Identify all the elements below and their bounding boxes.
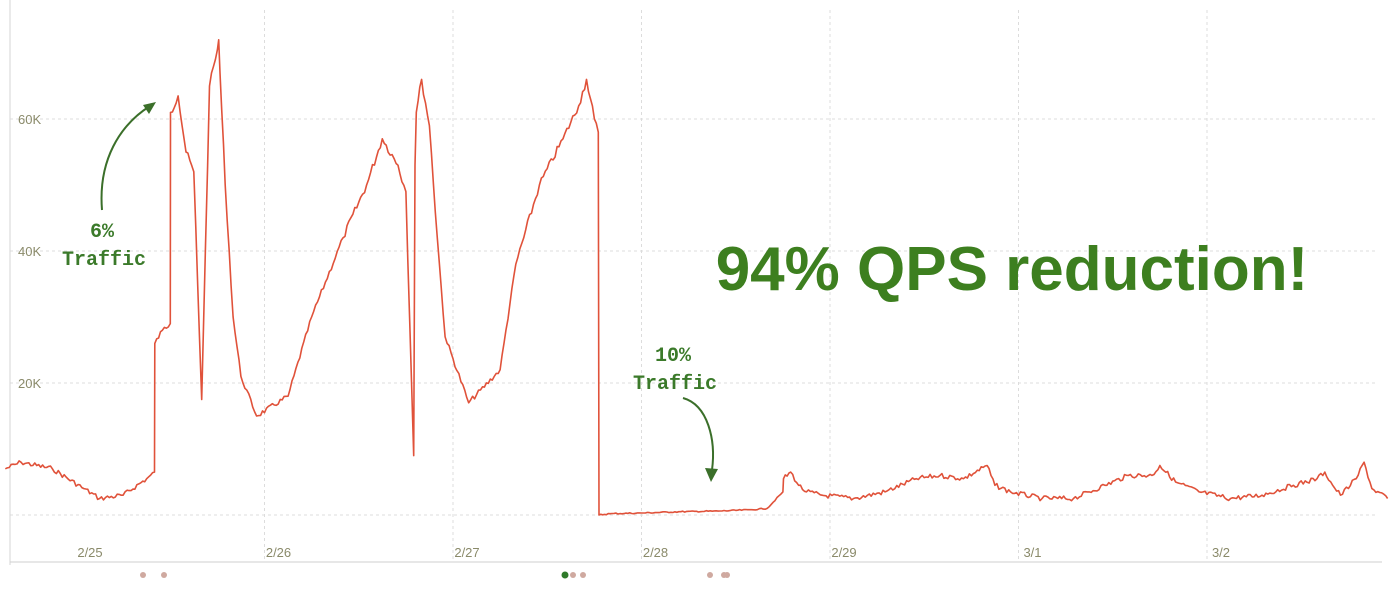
annotation-6pct-percent: 6% [90, 221, 115, 244]
y-tick-label: 40K [18, 244, 41, 259]
x-tick-label: 3/1 [1023, 545, 1041, 560]
annotation-10pct-arrowhead [705, 468, 718, 482]
annotation-6pct-label: Traffic [62, 249, 146, 272]
annotation-6pct-arrow [100, 105, 151, 211]
series-line-qps [4, 39, 1389, 516]
annotation-10pct-arrow [682, 397, 714, 471]
x-tick-label: 2/26 [266, 545, 291, 560]
annotation-10pct-label: Traffic [633, 373, 717, 396]
x-tick-label: 2/28 [643, 545, 668, 560]
headline-qps-reduction: 94% QPS reduction! [716, 235, 1309, 304]
chart-grid [10, 10, 1376, 562]
y-tick-label: 60K [18, 112, 41, 127]
y-tick-label: 20K [18, 376, 41, 391]
x-tick-label: 3/2 [1212, 545, 1230, 560]
timeline-markers [140, 571, 730, 579]
x-tick-labels: 2/25 2/26 2/27 2/28 2/29 3/1 3/2 [77, 545, 1230, 560]
annotation-6pct-arrowhead [143, 102, 156, 114]
x-tick-label: 2/29 [831, 545, 856, 560]
annotation-10pct-percent: 10% [655, 345, 692, 368]
x-tick-label: 2/27 [454, 545, 479, 560]
x-tick-label: 2/25 [77, 545, 102, 560]
y-tick-labels: 20K 40K 60K [18, 112, 41, 391]
